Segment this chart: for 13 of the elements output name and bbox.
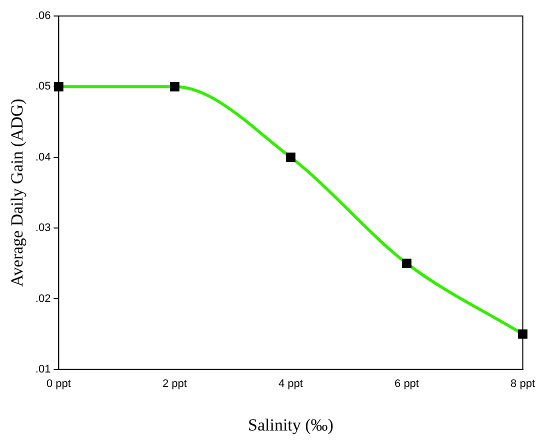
x-tick-label: 4 ppt — [278, 378, 303, 390]
y-tick-label: .04 — [35, 151, 51, 164]
y-tick-label: .03 — [35, 222, 51, 234]
y-tick-label: .05 — [35, 80, 51, 93]
x-tick-label: 2 ppt — [162, 378, 187, 390]
y-axis-title: Average Daily Gain (ADG) — [8, 98, 27, 287]
x-tick-label: 8 ppt — [510, 378, 535, 390]
y-tick-label: .02 — [35, 292, 51, 305]
x-tick-label: 0 ppt — [46, 378, 71, 390]
x-tick-label: 6 ppt — [394, 378, 419, 390]
x-axis-title: Salinity (‰) — [248, 415, 334, 434]
y-tick-label: .06 — [35, 10, 51, 22]
y-tick-label: .01 — [35, 363, 51, 376]
